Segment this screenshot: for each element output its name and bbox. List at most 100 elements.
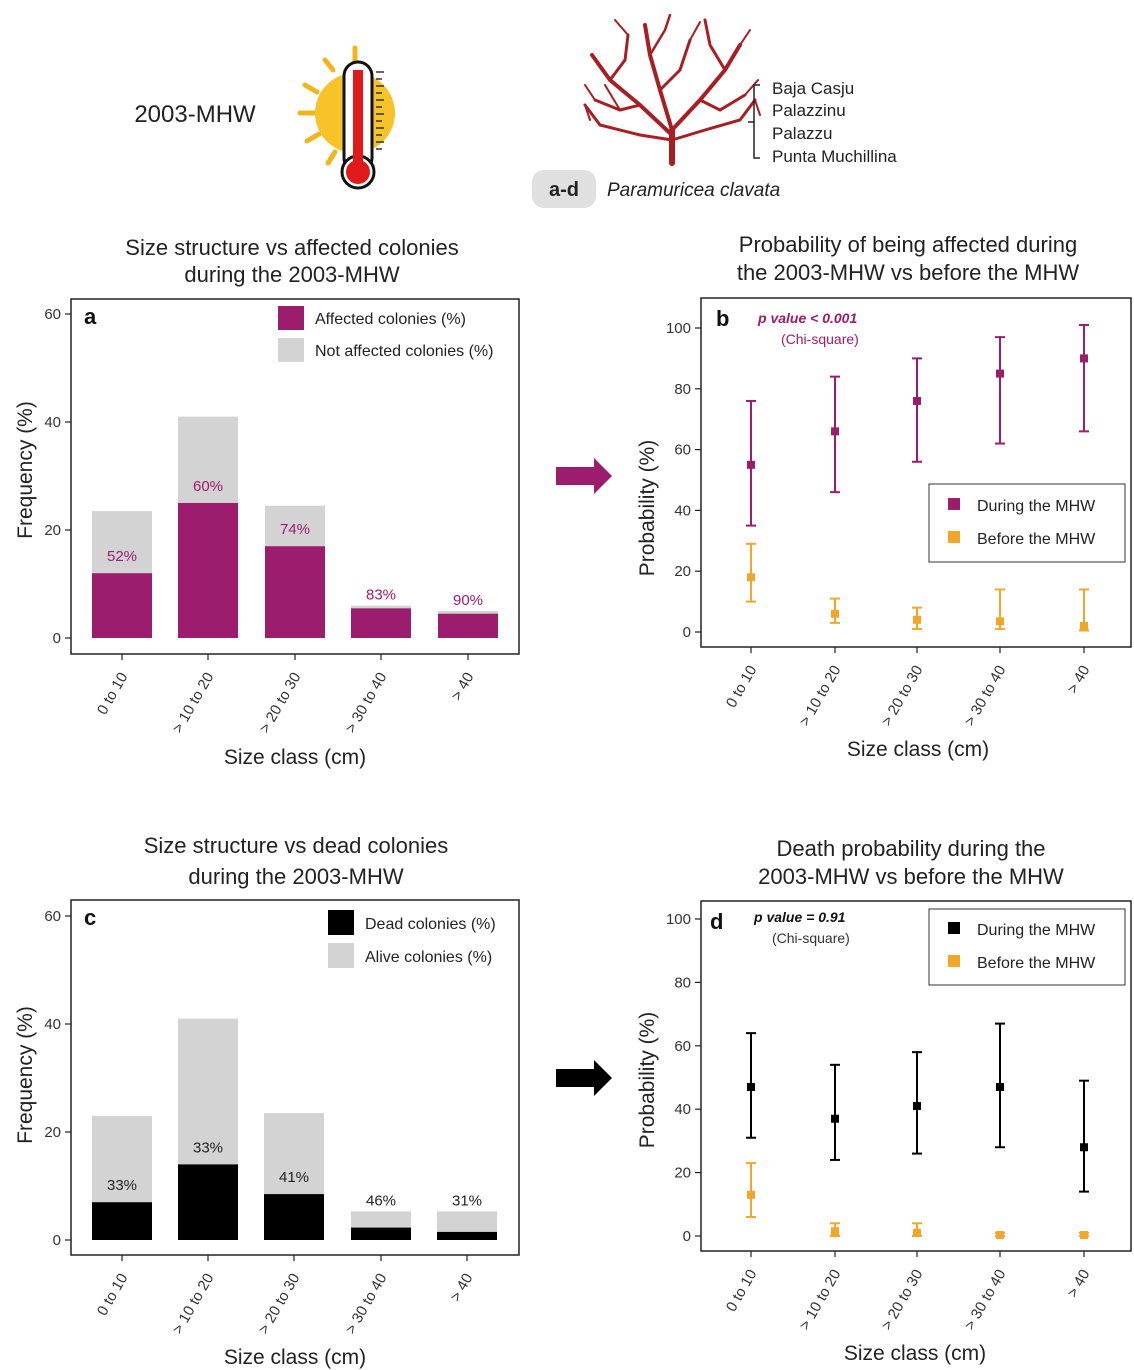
x-axis-label: Size class (cm) — [224, 1346, 366, 1369]
x-axis-label: Size class (cm) — [224, 746, 366, 769]
data-point — [913, 1102, 921, 1111]
legend: Affected colonies (%) Not affected colon… — [278, 306, 493, 362]
x-tick-label: > 30 to 40 — [961, 1267, 1009, 1334]
bar-data-label: 90% — [453, 592, 483, 609]
plot-frame — [700, 900, 1132, 1252]
data-point — [747, 1190, 755, 1199]
chart-title: during the 2003-MHW — [184, 262, 399, 287]
y-axis-label: Probability (%) — [636, 440, 659, 577]
x-tick-label: 0 to 10 — [723, 663, 761, 711]
y-tick-label: 20 — [674, 563, 691, 580]
panel-letter: d — [710, 909, 723, 934]
chart-marks: 0 20 40 60 0 to 10 > 10 to 20 > 20 to 30 > 30 t… — [44, 306, 498, 736]
chart-title: Size structure vs dead colonies — [144, 833, 449, 858]
x-tick-label: > 40 — [1064, 1267, 1094, 1301]
y-tick-label: 40 — [674, 1101, 691, 1118]
y-tick-label: 20 — [44, 522, 61, 539]
y-tick-label: 40 — [44, 1016, 61, 1033]
bar-data-label: 33% — [193, 1139, 223, 1156]
sun-thermometer-icon — [297, 45, 395, 190]
bar-segment-lower — [92, 1202, 152, 1240]
y-tick-label: 40 — [44, 414, 61, 431]
legend-label: During the MHW — [977, 922, 1096, 939]
x-tick-label: > 20 to 30 — [256, 670, 304, 737]
y-tick-label: 60 — [44, 908, 61, 925]
data-point — [831, 427, 839, 436]
chart-title: Probability of being affected during — [739, 232, 1077, 257]
legend-swatch — [948, 498, 960, 510]
bar-data-label: 52% — [107, 548, 137, 565]
bar-segment-upper — [265, 505, 325, 547]
y-tick-label: 0 — [53, 1232, 61, 1249]
x-tick-label: > 30 to 40 — [961, 663, 1009, 730]
test-annotation: (Chi-square) — [772, 930, 850, 946]
site-bracket — [748, 84, 760, 159]
legend-swatch — [948, 955, 960, 967]
legend-swatch — [278, 306, 304, 330]
legend-label: Before the MHW — [977, 531, 1096, 548]
y-tick-label: 100 — [666, 911, 691, 928]
bar-segment-upper — [437, 1211, 497, 1232]
bar-segment-lower — [92, 573, 152, 638]
panel-letter: c — [84, 905, 96, 930]
chart-title: Death probability during the — [776, 836, 1045, 861]
arrow-icon — [556, 1060, 612, 1096]
legend: During the MHW Before the MHW — [928, 483, 1126, 563]
data-point — [1080, 621, 1088, 630]
site-label: Palazzu — [772, 124, 832, 143]
legend-swatch — [328, 943, 354, 968]
event-label: 2003-MHW — [134, 101, 256, 128]
bar-segment-upper — [264, 1113, 324, 1195]
y-tick-label: 100 — [666, 320, 691, 337]
y-tick-label: 60 — [44, 306, 61, 323]
legend-label: Dead colonies (%) — [365, 916, 496, 933]
y-tick-label: 0 — [683, 624, 691, 641]
p-value-annotation: p value = 0.91 — [753, 909, 846, 925]
x-tick-label: 0 to 10 — [723, 1267, 761, 1315]
data-point — [747, 1083, 755, 1092]
bar-segment-lower — [437, 1231, 497, 1240]
data-point — [1080, 1231, 1088, 1240]
y-tick-label: 20 — [44, 1124, 61, 1141]
bar-segment-upper — [92, 511, 152, 574]
y-tick-label: 0 — [683, 1228, 691, 1245]
panel-d: Death probability during the 2003-MHW vs… — [636, 836, 1132, 1365]
bar-data-label: 46% — [366, 1192, 396, 1209]
site-label: Palazzinu — [772, 101, 846, 120]
data-point — [996, 1231, 1004, 1240]
bar-data-label: 83% — [366, 587, 396, 604]
chart-title: 2003-MHW vs before the MHW — [758, 864, 1064, 889]
data-point — [1080, 354, 1088, 363]
y-axis-label: Frequency (%) — [14, 401, 37, 539]
legend-label: Before the MHW — [977, 955, 1096, 972]
y-tick-label: 20 — [674, 1165, 691, 1182]
y-tick-label: 40 — [674, 502, 691, 519]
panel-b: Probability of being affected during the… — [636, 232, 1132, 761]
x-tick-label: > 10 to 20 — [796, 1267, 844, 1334]
legend-box — [928, 908, 1126, 986]
legend-swatch — [278, 338, 304, 362]
x-tick-label: 0 to 10 — [94, 670, 132, 718]
y-tick-label: 60 — [674, 1038, 691, 1055]
bar-segment-lower — [264, 1194, 324, 1240]
y-tick-label: 80 — [674, 974, 691, 991]
bar-data-label: 31% — [452, 1192, 482, 1209]
x-tick-label: > 20 to 30 — [878, 663, 926, 730]
x-tick-label: > 20 to 30 — [878, 1267, 926, 1334]
x-tick-label: > 40 — [448, 670, 478, 704]
panel-a: Size structure vs affected colonies duri… — [14, 235, 520, 769]
data-point — [996, 1083, 1004, 1092]
p-value-annotation: p value < 0.001 — [757, 310, 857, 326]
panel-range-badge — [532, 170, 596, 208]
data-point — [831, 1227, 839, 1236]
x-tick-label: > 20 to 30 — [255, 1271, 303, 1338]
bar-segment-lower — [178, 503, 238, 638]
legend-box — [928, 483, 1126, 563]
header: 2003-MHW — [134, 13, 897, 208]
legend-label: Affected colonies (%) — [315, 311, 466, 328]
bar-segment-upper — [351, 605, 411, 609]
chart-title: the 2003-MHW vs before the MHW — [737, 260, 1080, 285]
x-tick-label: > 40 — [447, 1271, 477, 1305]
legend-swatch — [948, 922, 960, 934]
